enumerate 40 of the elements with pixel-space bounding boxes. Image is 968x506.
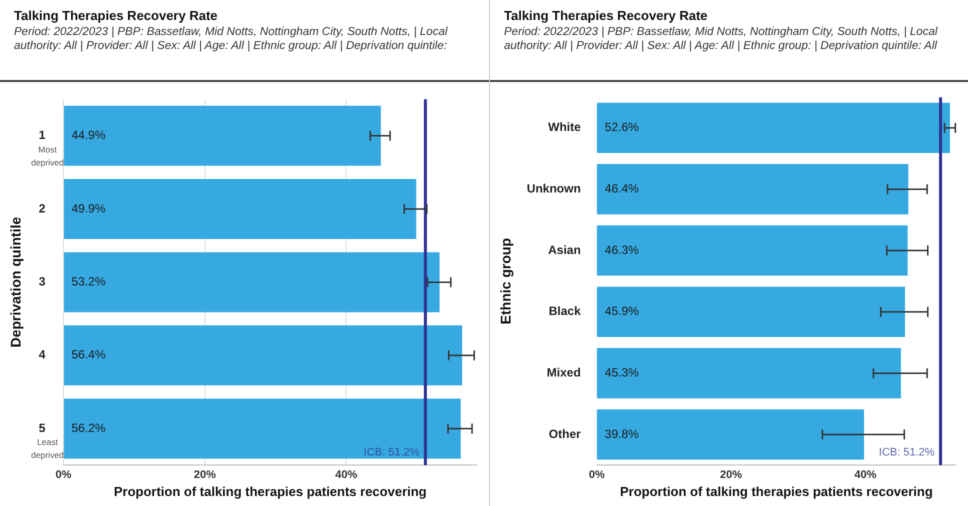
data-label: 49.9% (71, 201, 106, 216)
chart-title: Talking Therapies Recovery Rate (504, 8, 709, 23)
y-tick-label: Other (548, 426, 582, 441)
x-tick-label: 0% (56, 468, 72, 481)
y-tick-label: 5 (38, 420, 46, 435)
y-tick-label: 4 (38, 348, 46, 362)
y-tick-label: Mixed (546, 366, 581, 380)
y-tick-label: Black (548, 304, 582, 318)
y-tick-label: 1 (38, 128, 46, 142)
data-label: 46.3% (604, 242, 640, 257)
x-axis-title: Proportion of talking therapies patients recovering (620, 484, 933, 499)
annotation: Most deprived (31, 144, 64, 168)
data-label: 46.4% (604, 182, 640, 196)
y-tick-label: White (548, 120, 582, 134)
x-axis-title: Proportion of talking therapies patients recovering (114, 484, 427, 499)
y-tick-label: Asian (548, 242, 581, 257)
chart-subtitle: Period: 2022/2023 | PBP: Bassetlaw, Mid Notts, Nottingham City, South Notts, | Local authority: All | Provider: All | Sex: All | Age: All | Ethnic group: All | Deprivation quintile: (14, 25, 449, 53)
chart-subtitle: Period: 2022/2023 | PBP: Bassetlaw, Mid Notts, Nottingham City, South Notts, | Local authority: All | Provider: All | Sex: All | Age: All | Ethnic group: | Deprivation quintile: All (504, 25, 939, 53)
y-axis-title: Ethnic group (497, 238, 514, 324)
ref-line-label: ICB: 51.2% (878, 446, 935, 459)
x-tick-label: 20% (720, 468, 742, 481)
chart-title: Talking Therapies Recovery Rate (14, 8, 219, 23)
data-label: 45.9% (604, 304, 640, 318)
data-label: 56.2% (71, 420, 106, 435)
data-label: 39.8% (604, 426, 640, 441)
y-tick-label: Unknown (526, 182, 581, 196)
x-tick-label: 40% (335, 468, 358, 481)
x-tick-label: 20% (194, 468, 216, 481)
annotation: Least deprived (31, 437, 64, 460)
data-label: 52.6% (604, 120, 640, 134)
x-tick-label: 0% (588, 468, 605, 481)
ref-line-label: ICB: 51.2% (364, 446, 420, 459)
data-label: 53.2% (71, 274, 106, 289)
x-tick-label: 40% (854, 468, 877, 481)
data-label: 45.3% (604, 366, 640, 380)
y-tick-label: 2 (38, 201, 46, 216)
y-tick-label: 3 (38, 274, 46, 289)
data-label: 56.4% (71, 348, 106, 362)
data-label: 44.9% (71, 128, 106, 142)
y-axis-title: Deprivation quintile (7, 216, 24, 348)
